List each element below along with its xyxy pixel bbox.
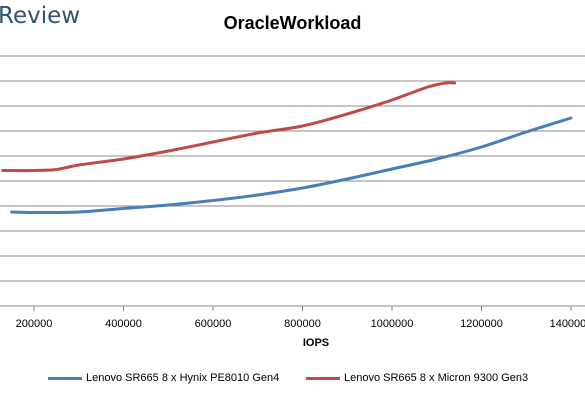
legend-swatch-hynix xyxy=(48,376,82,380)
x-tick-label: 800000 xyxy=(284,318,321,330)
x-tick-label: 1000000 xyxy=(371,318,414,330)
legend-item-micron: Lenovo SR665 8 x Micron 9300 Gen3 xyxy=(306,372,528,384)
x-tick-label: 600000 xyxy=(195,318,232,330)
chart-title: OracleWorkload xyxy=(223,13,362,33)
legend: Lenovo SR665 8 x Hynix PE8010 Gen4 Lenov… xyxy=(0,372,585,390)
x-axis-title: IOPS xyxy=(303,337,329,349)
series-lines xyxy=(1,81,573,215)
series-line-hynix xyxy=(10,116,573,215)
x-tick-labels: 200000 400000 600000 800000 1000000 1200000 14… xyxy=(16,306,585,330)
x-tick-label: 1400000 xyxy=(550,318,585,330)
legend-item-hynix: Lenovo SR665 8 x Hynix PE8010 Gen4 xyxy=(48,372,279,384)
series-line-micron xyxy=(1,81,457,173)
legend-label-micron: Lenovo SR665 8 x Micron 9300 Gen3 xyxy=(344,372,529,384)
gridlines xyxy=(0,55,585,307)
x-tick-label: 200000 xyxy=(16,318,53,330)
legend-swatch-micron xyxy=(306,376,340,380)
x-tick-label: 400000 xyxy=(105,318,142,330)
legend-label-hynix: Lenovo SR665 8 x Hynix PE8010 Gen4 xyxy=(86,372,280,384)
brand-logo-text: Review xyxy=(0,3,81,29)
x-tick-label: 1200000 xyxy=(460,318,503,330)
